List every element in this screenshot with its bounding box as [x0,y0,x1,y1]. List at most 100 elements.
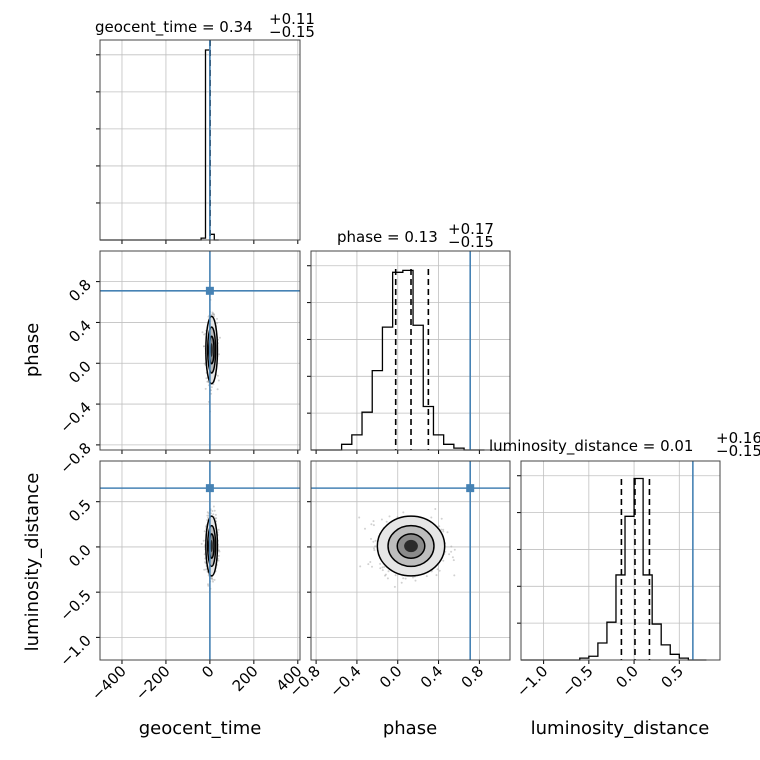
scatter-luminosity-distance-vs-phase-sample-point [442,559,445,562]
scatter-luminosity-distance-vs-phase-sample-point [452,559,455,562]
scatter-luminosity-distance-vs-phase-sample-point [384,574,386,577]
scatter-luminosity-distance-vs-geocent-time-sample-point [211,578,214,581]
scatter-luminosity-distance-vs-phase-sample-point [359,565,362,568]
scatter-luminosity-distance-vs-phase-sample-point [370,523,373,526]
scatter-luminosity-distance-vs-geocent-time-sample-point [217,528,220,531]
scatter-phase-vs-geocent-time-sample-point [216,388,219,391]
xtick-label-phase-3: 0.4 [417,662,447,692]
scatter-luminosity-distance-vs-phase-contour-3 [404,539,418,553]
scatter-luminosity-distance-vs-phase-sample-point [412,576,414,579]
ylabel-phase: phase [22,323,43,377]
title-geocent-time-minus: −0.15 [269,23,315,41]
scatter-luminosity-distance-vs-phase-sample-point [450,550,453,553]
scatter-phase-vs-geocent-time-sample-point [216,374,219,377]
scatter-phase-vs-geocent-time-sample-point [203,345,205,348]
scatter-luminosity-distance-vs-phase-sample-point [393,585,396,588]
scatter-luminosity-distance-vs-geocent-time-sample-point [218,550,221,553]
scatter-luminosity-distance-vs-phase-sample-point [367,563,370,566]
title-luminosity-distance-plus: +0.16 [716,429,760,447]
scatter-luminosity-distance-vs-phase-sample-point [372,520,375,523]
title-geocent-time-median: 0.34 [219,18,252,36]
scatter-luminosity-distance-vs-phase-sample-point [442,530,445,533]
scatter-luminosity-distance-vs-geocent-time-sample-point [205,568,207,571]
xtick-label-geocent-time-1: −200 [132,662,174,704]
scatter-luminosity-distance-vs-phase-sample-point [358,516,361,519]
scatter-luminosity-distance-vs-geocent-time-sample-point [207,584,210,587]
scatter-luminosity-distance-vs-phase-sample-point [430,570,433,573]
scatter-luminosity-distance-vs-phase-sample-point [371,565,373,568]
scatter-luminosity-distance-vs-phase-sample-point [394,574,397,577]
scatter-luminosity-distance-vs-geocent-time-sample-point [200,542,203,545]
title-phase-plus: +0.17 [448,220,494,238]
scatter-luminosity-distance-vs-geocent-time-sample-point [212,580,214,583]
scatter-luminosity-distance-vs-phase-sample-point [379,567,382,570]
hist-geocent-time-step [100,49,219,241]
scatter-luminosity-distance-vs-geocent-time-frame [99,460,301,661]
scatter-phase-vs-geocent-time-sample-point [205,377,208,380]
scatter-phase-vs-geocent-time-sample-point [212,313,215,316]
xtick-label-phase-4: 0.8 [458,662,488,692]
ytick-label-luminosity-distance-0: −1.0 [56,631,94,669]
scatter-luminosity-distance-vs-phase-sample-point [374,539,377,542]
panels: −400 −200 0 200 400−0.8 −0.4 0.0 0.4 0.8 −1.0 −0.5… [56,39,721,704]
hist-luminosity-distance-step [521,477,707,661]
scatter-luminosity-distance-vs-geocent-time-sample-point [203,553,206,556]
scatter-luminosity-distance-vs-geocent-time-sample-point [211,510,214,512]
scatter-phase-vs-geocent-time-sample-point [201,331,204,334]
scatter-luminosity-distance-vs-geocent-time-contour-3 [210,539,213,553]
scatter-luminosity-distance-vs-geocent-time-sample-point [210,577,213,580]
scatter-luminosity-distance-vs-geocent-time-sample-point [211,577,213,580]
scatter-luminosity-distance-vs-phase-sample-point [440,528,443,531]
scatter-luminosity-distance-vs-phase-sample-point [364,527,366,530]
scatter-luminosity-distance-vs-geocent-time-truth-marker [205,484,214,493]
xtick-label-geocent-time-2: 0 [198,662,217,681]
scatter-phase-vs-geocent-time-sample-point [211,311,214,314]
scatter-luminosity-distance-vs-phase-sample-point [372,540,375,543]
scatter-luminosity-distance-vs-geocent-time-sample-point [207,583,209,586]
scatter-luminosity-distance-vs-phase-sample-point [373,549,376,552]
xtick-label-phase-2: 0.0 [376,662,406,692]
scatter-luminosity-distance-vs-phase-sample-point [384,573,387,576]
xtick-label-luminosity-distance-3: 0.5 [658,662,688,692]
scatter-luminosity-distance-vs-phase-truth-marker [466,484,475,493]
scatter-luminosity-distance-vs-phase-sample-point [453,574,456,577]
scatter-luminosity-distance-vs-phase-sample-point [446,531,449,534]
xtick-label-luminosity-distance-0: −1.0 [513,662,551,700]
scatter-phase-vs-geocent-time-sample-point [210,386,213,389]
scatter-luminosity-distance-vs-geocent-time-sample-point [217,549,220,552]
scatter-luminosity-distance-vs-phase-sample-point [448,553,451,556]
scatter-phase-vs-geocent-time-sample-point [206,380,209,383]
scatter-luminosity-distance-vs-geocent-time-sample-point [206,519,209,521]
scatter-luminosity-distance-vs-phase-sample-point [374,545,377,548]
scatter-phase-vs-geocent-time-sample-point [204,387,207,390]
xtick-label-geocent-time-0: −400 [88,662,130,704]
xtick-label-geocent-time-3: 200 [229,662,262,695]
hist-luminosity-distance-frame [520,460,721,661]
scatter-luminosity-distance-vs-geocent-time-sample-point [204,561,207,564]
scatter-luminosity-distance-vs-phase-sample-point [386,577,389,580]
scatter-luminosity-distance-vs-geocent-time-sample-point [214,513,217,516]
ytick-label-phase-1: −0.4 [56,398,94,436]
scatter-luminosity-distance-vs-phase-sample-point [379,562,382,565]
xlabel-phase: phase [383,718,437,739]
hist-phase-frame [310,250,511,451]
ytick-label-luminosity-distance-1: −0.5 [56,586,94,624]
scatter-luminosity-distance-vs-phase-sample-point [440,517,443,520]
scatter-phase-vs-geocent-time-truth-marker [205,286,214,295]
scatter-luminosity-distance-vs-geocent-time-sample-point [203,530,206,533]
scatter-luminosity-distance-vs-phase-sample-point [402,511,405,514]
scatter-luminosity-distance-vs-geocent-time-sample-point [202,539,205,542]
scatter-luminosity-distance-vs-phase-sample-point [373,547,375,550]
title-phase-minus: −0.15 [448,233,494,251]
scatter-luminosity-distance-vs-phase-sample-point [385,520,388,523]
xlabel-geocent-time: geocent_time [139,718,262,739]
scatter-luminosity-distance-vs-phase-sample-point [402,577,405,580]
hist-phase-step [311,269,485,451]
scatter-luminosity-distance-vs-geocent-time-sample-point [213,578,216,581]
title-geocent-time-name: geocent_time [95,18,197,37]
scatter-phase-vs-geocent-time-sample-point [203,333,206,336]
scatter-phase-vs-geocent-time-sample-point [203,345,205,348]
title-geocent-time-plus: +0.11 [269,10,315,28]
scatter-luminosity-distance-vs-phase-sample-point [438,569,441,572]
